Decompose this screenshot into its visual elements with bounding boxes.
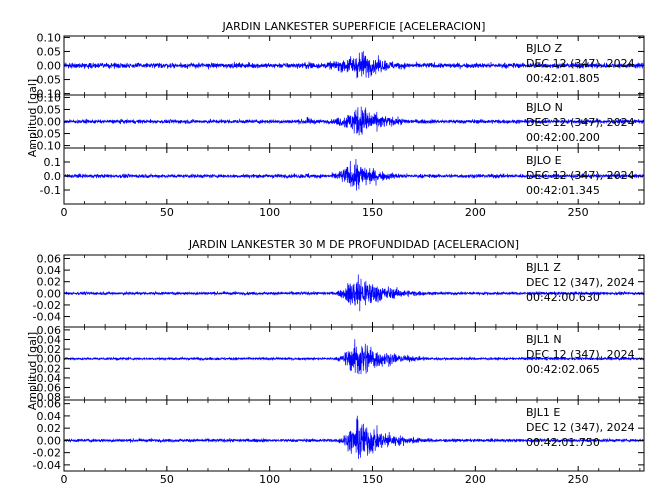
station-time-label: 00:42:01.345 xyxy=(526,184,600,197)
y-tick-label: 0.05 xyxy=(37,103,62,116)
y-tick-label: -0.05 xyxy=(33,74,61,87)
y-tick-label: 0.0 xyxy=(44,170,62,183)
x-tick-label: 250 xyxy=(568,473,589,486)
y-tick-label: 0.05 xyxy=(37,45,62,58)
y-tick-label: -0.1 xyxy=(40,184,61,197)
y-tick-label: 0.00 xyxy=(37,116,62,129)
x-tick-label: 150 xyxy=(362,206,383,219)
chart-title: JARDIN LANKESTER 30 M DE PROFUNDIDAD [AC… xyxy=(188,238,519,251)
station-date-label: DEC 12 (347), 2024 xyxy=(526,57,635,70)
y-tick-label: -0.08 xyxy=(33,391,61,404)
y-tick-label: 0.00 xyxy=(37,353,62,366)
station-date-label: DEC 12 (347), 2024 xyxy=(526,276,635,289)
station-time-label: 00:42:01.750 xyxy=(526,436,600,449)
station-component-label: BJLO E xyxy=(526,154,562,167)
y-tick-label: -0.02 xyxy=(33,447,61,460)
station-component-label: BJLO Z xyxy=(526,42,563,55)
y-tick-label: -0.06 xyxy=(33,382,61,395)
y-tick-label: -0.04 xyxy=(33,459,61,472)
trace-panel: 0.10.0-0.1 BJLO E DEC 12 (347), 2024 00:42:… xyxy=(40,147,645,205)
station-component-label: BJL1 E xyxy=(526,406,560,419)
waveform-line xyxy=(64,339,644,375)
station-time-label: 00:42:02.065 xyxy=(526,363,600,376)
y-tick-label: -0.04 xyxy=(33,372,61,385)
x-tick-label: 200 xyxy=(465,473,486,486)
waveform-line xyxy=(64,415,644,460)
station-date-label: DEC 12 (347), 2024 xyxy=(526,348,635,361)
y-tick-label: 0.1 xyxy=(44,156,62,169)
y-tick-label: 0.02 xyxy=(37,343,62,356)
y-tick-label: 0.04 xyxy=(37,333,62,346)
station-time-label: 00:42:00.630 xyxy=(526,291,600,304)
y-tick-label: 0.04 xyxy=(37,410,62,423)
y-tick-label: 0.06 xyxy=(37,398,62,411)
station-component-label: BJL1 Z xyxy=(526,261,561,274)
trace-panel: 0.060.040.020.00-0.02-0.04 BJL1 Z DEC 12 (… xyxy=(33,252,645,328)
y-tick-label: 0.10 xyxy=(37,31,62,44)
y-axis-label: Amplitud [gal] xyxy=(26,332,39,410)
x-tick-label: 50 xyxy=(160,473,174,486)
y-tick-label: 0.02 xyxy=(37,422,62,435)
waveform-line xyxy=(64,51,644,79)
x-tick-label: 50 xyxy=(160,206,174,219)
x-tick-label: 100 xyxy=(259,473,280,486)
trace-panel: 0.060.040.020.00-0.02-0.04 BJL1 E DEC 12 (… xyxy=(33,398,645,472)
trace-frame xyxy=(63,399,645,472)
y-tick-label: 0.04 xyxy=(37,264,62,277)
x-tick-label: 150 xyxy=(362,473,383,486)
y-tick-label: 0.10 xyxy=(37,91,62,104)
y-tick-label: 0.06 xyxy=(37,324,62,337)
figure-root: JARDIN LANKESTER SUPERFICIE [ACELERACION… xyxy=(26,20,645,486)
waveform-line xyxy=(64,106,644,136)
station-date-label: DEC 12 (347), 2024 xyxy=(526,116,635,129)
y-tick-label: -0.05 xyxy=(33,128,61,141)
waveform-line xyxy=(64,274,644,312)
y-tick-label: -0.04 xyxy=(33,311,61,324)
station-component-label: BJLO N xyxy=(526,101,563,114)
y-tick-label: 0.00 xyxy=(37,434,62,447)
y-tick-label: 0.06 xyxy=(37,252,62,265)
waveform-line xyxy=(64,158,644,191)
y-tick-label: -0.10 xyxy=(33,88,61,101)
x-tick-label: 200 xyxy=(465,206,486,219)
y-tick-label: 0.02 xyxy=(37,276,62,289)
y-tick-label: 0.00 xyxy=(37,287,62,300)
x-tick-label: 0 xyxy=(61,206,68,219)
station-date-label: DEC 12 (347), 2024 xyxy=(526,169,635,182)
station-component-label: BJL1 N xyxy=(526,333,562,346)
y-tick-label: -0.10 xyxy=(33,140,61,153)
y-axis-label: Amplitud [gal] xyxy=(26,79,39,157)
y-tick-label: -0.02 xyxy=(33,362,61,375)
x-tick-label: 0 xyxy=(61,473,68,486)
station-time-label: 00:42:01.805 xyxy=(526,72,600,85)
y-tick-label: -0.02 xyxy=(33,299,61,312)
station-time-label: 00:42:00.200 xyxy=(526,131,600,144)
trace-panel: 0.060.040.020.00-0.02-0.04-0.06-0.08 BJL1… xyxy=(33,324,645,404)
station-date-label: DEC 12 (347), 2024 xyxy=(526,421,635,434)
x-tick-label: 100 xyxy=(259,206,280,219)
chart-title: JARDIN LANKESTER SUPERFICIE [ACELERACION… xyxy=(222,20,486,33)
x-tick-label: 250 xyxy=(568,206,589,219)
y-tick-label: 0.00 xyxy=(37,60,62,73)
